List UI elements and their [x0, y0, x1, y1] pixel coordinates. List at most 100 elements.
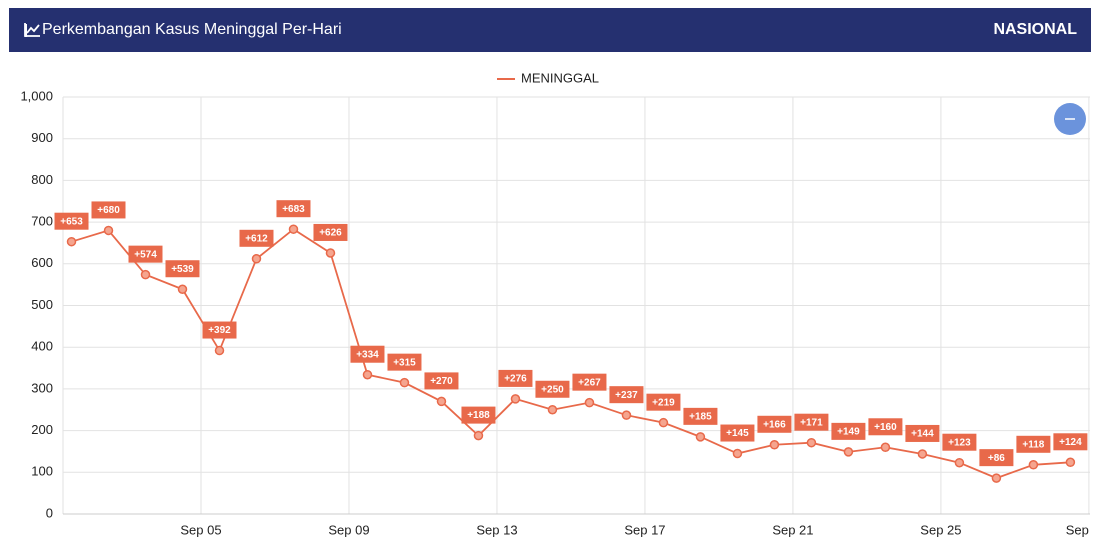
value-label: +653	[60, 216, 83, 227]
y-tick-label: 1,000	[20, 88, 53, 103]
value-label: +118	[1022, 439, 1044, 450]
x-tick-label: Sep 21	[772, 522, 813, 537]
point	[991, 473, 1002, 483]
value-label: +680	[97, 205, 120, 216]
point	[732, 448, 743, 459]
y-tick-label: 600	[31, 255, 53, 270]
y-tick-label: 500	[31, 297, 53, 312]
point	[954, 457, 965, 468]
point	[325, 248, 336, 258]
value-label: +145	[726, 428, 749, 439]
y-tick-label: 300	[31, 380, 53, 395]
value-label-box	[609, 386, 644, 404]
value-label: +188	[467, 410, 490, 421]
point	[584, 397, 595, 408]
point	[510, 394, 521, 404]
value-label-box	[646, 393, 681, 411]
point	[547, 405, 558, 415]
value-label: +144	[911, 429, 934, 440]
value-label: +683	[282, 204, 305, 215]
value-label-box	[276, 200, 311, 218]
point	[1028, 460, 1039, 470]
point	[621, 410, 632, 420]
value-label-box	[1016, 435, 1051, 453]
value-label: +574	[134, 249, 157, 260]
point	[362, 369, 373, 380]
value-label-box	[424, 372, 459, 390]
value-label-box	[572, 373, 607, 391]
value-label-box	[757, 415, 792, 433]
point	[695, 432, 706, 442]
value-label: +86	[988, 453, 1005, 464]
y-tick-label: 200	[31, 422, 53, 437]
value-label: +276	[504, 374, 527, 385]
y-tick-label: 400	[31, 339, 53, 354]
value-label: +185	[689, 411, 712, 422]
point	[103, 225, 114, 236]
x-tick-label: Sep 05	[180, 522, 221, 537]
value-label-box	[165, 260, 200, 278]
value-label: +123	[948, 437, 971, 448]
value-label-box	[498, 369, 533, 387]
point	[917, 449, 928, 459]
value-label-box	[794, 413, 829, 431]
header-title: Perkembangan Kasus Meninggal Per-Hari	[42, 21, 342, 38]
value-label: +270	[430, 376, 453, 387]
value-label-box	[202, 321, 237, 339]
header-bar	[9, 8, 1091, 52]
point	[288, 224, 299, 234]
value-label-box	[1053, 433, 1088, 451]
value-label: +267	[578, 377, 601, 388]
y-tick-label: 900	[31, 130, 53, 145]
value-label: +539	[171, 264, 194, 275]
value-label-box	[350, 345, 385, 363]
x-tick-label: Sep 13	[476, 522, 517, 537]
point	[1065, 457, 1076, 468]
value-label-box	[313, 223, 348, 241]
point	[214, 345, 225, 356]
value-label-box	[387, 353, 422, 371]
value-label-box	[942, 433, 977, 451]
x-tick-label: Sep 17	[624, 522, 665, 537]
legend-label: MENINGGAL	[521, 70, 599, 85]
value-label-box	[831, 422, 866, 440]
header-icon	[24, 23, 40, 37]
value-label: +626	[319, 228, 342, 239]
point	[399, 377, 410, 388]
point	[658, 417, 669, 428]
point	[66, 236, 77, 247]
point	[177, 284, 188, 294]
point	[880, 442, 891, 453]
value-label-box	[239, 229, 274, 247]
value-label: +334	[356, 349, 379, 360]
value-label-box	[535, 380, 570, 398]
point	[251, 254, 262, 264]
x-tick-label: Sep 25	[920, 522, 961, 537]
y-tick-label: 800	[31, 172, 53, 187]
header-region: NASIONAL	[993, 21, 1077, 38]
value-label: +250	[541, 384, 564, 395]
point	[843, 447, 854, 457]
value-label: +124	[1059, 437, 1082, 448]
point	[806, 437, 817, 448]
value-label-box	[905, 424, 940, 442]
value-label-box	[91, 201, 126, 219]
value-label: +166	[763, 419, 786, 430]
value-label: +612	[245, 233, 268, 244]
value-label-box	[868, 418, 903, 436]
value-label-box	[54, 212, 89, 230]
value-label-box	[461, 406, 496, 424]
point	[436, 396, 447, 407]
value-label: +160	[874, 422, 897, 433]
value-label: +149	[837, 427, 860, 438]
value-label-box	[683, 407, 718, 425]
value-label: +219	[652, 397, 675, 408]
x-tick-label: Sep 09	[328, 522, 369, 537]
line	[71, 228, 1071, 480]
x-tick-label: Sep	[1066, 522, 1089, 537]
value-label: +315	[393, 357, 416, 368]
point	[140, 269, 151, 280]
value-label: +392	[208, 325, 231, 336]
